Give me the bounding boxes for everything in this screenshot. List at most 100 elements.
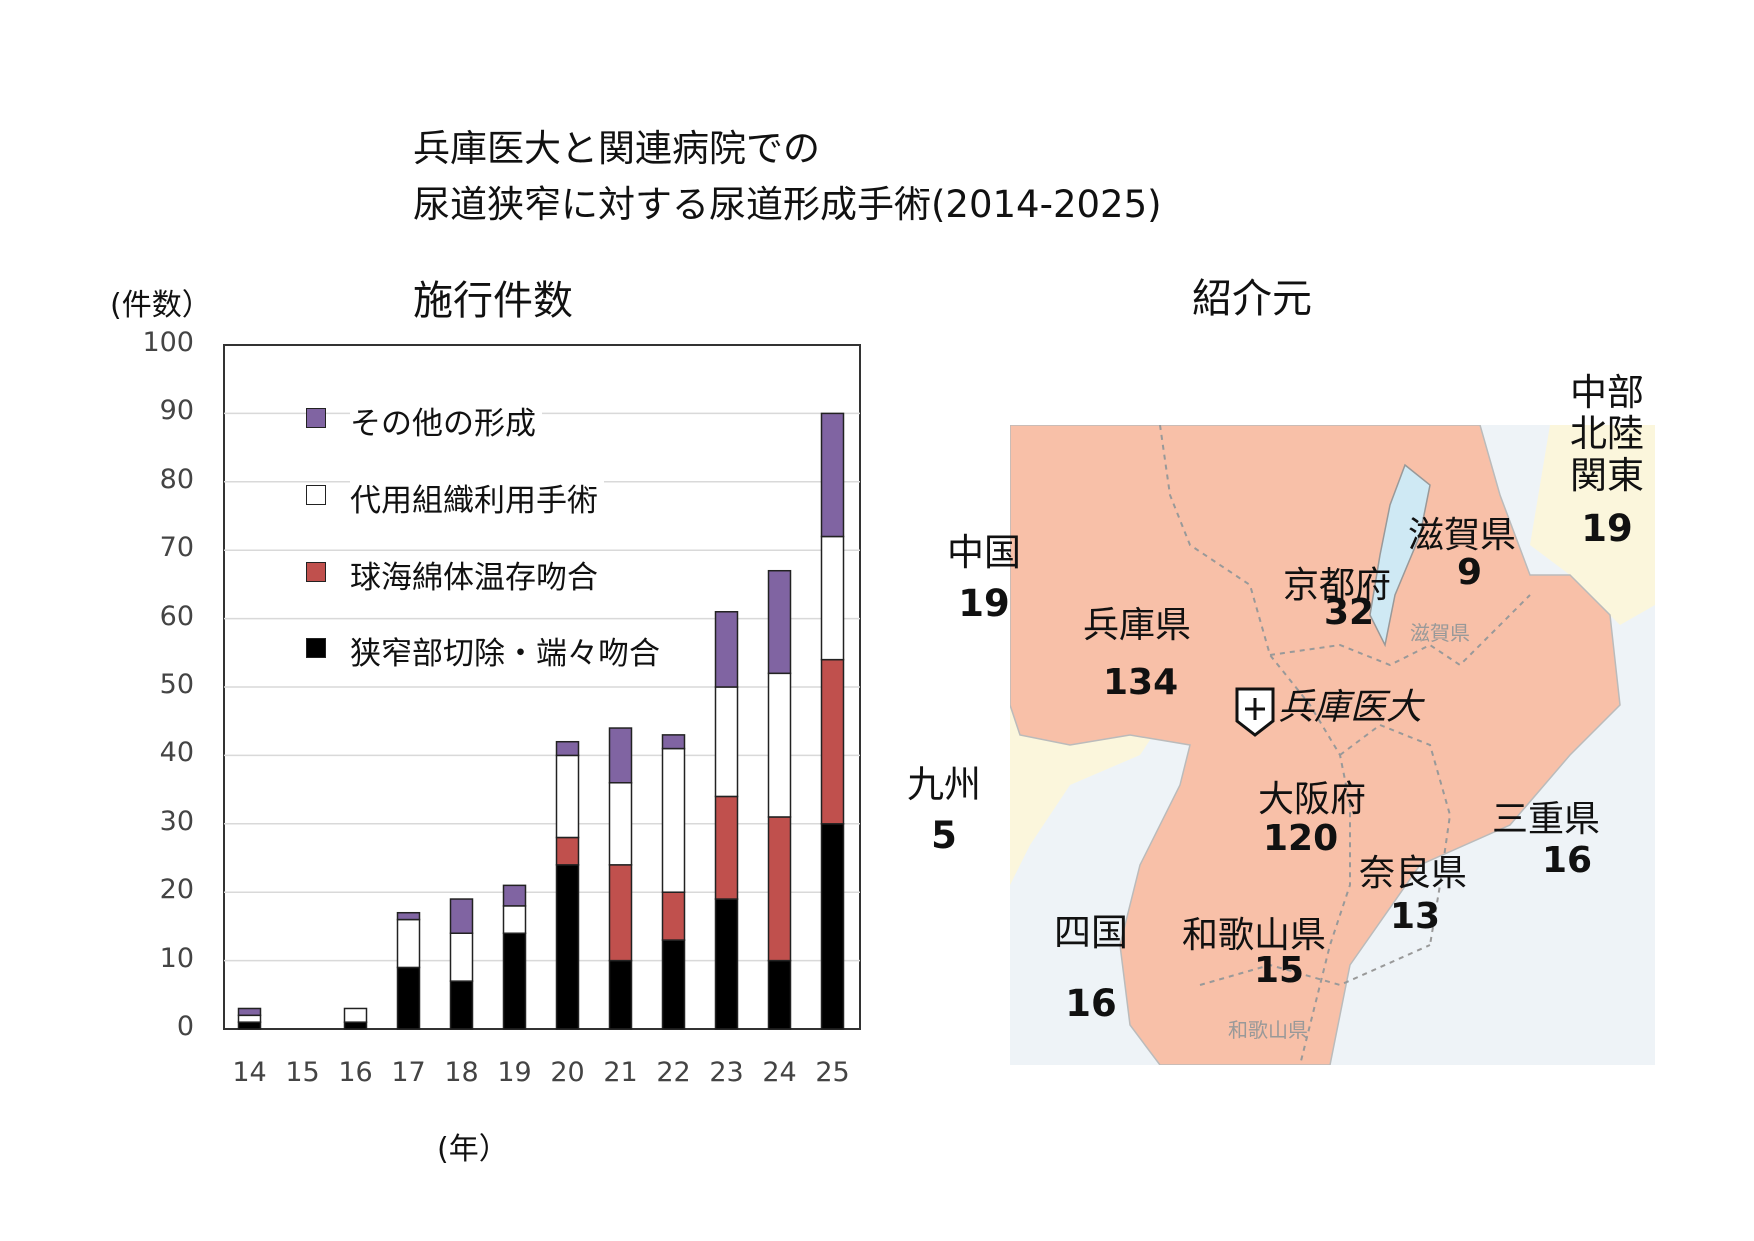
x-tick-label: 17 <box>391 1057 426 1088</box>
bar-segment-graft <box>820 535 845 661</box>
bar-segment-other <box>767 569 792 675</box>
bar-segment-other <box>820 412 845 538</box>
y-axis-label: (件数） <box>110 288 212 323</box>
bar-segment-excision <box>449 980 474 1030</box>
bar-segment-excision <box>714 898 739 1030</box>
x-tick-label: 22 <box>656 1057 691 1088</box>
chart-title: 施行件数 <box>413 278 573 324</box>
bar-segment-bulbar <box>820 658 845 825</box>
prefecture-osaka-count: 120 <box>1263 818 1339 859</box>
bar-segment-other <box>714 611 739 688</box>
bar-segment-graft <box>608 782 633 866</box>
map-faint-label-wakayama: 和歌山県 <box>1228 1018 1308 1042</box>
legend-label-graft: 代用組織利用手術 <box>350 475 604 520</box>
hospital-label: 兵庫医大 <box>1278 687 1423 728</box>
y-tick-label: 50 <box>159 669 194 700</box>
x-tick-label: 25 <box>815 1057 850 1088</box>
referral-title: 紹介元 <box>1192 276 1312 322</box>
map-kinki-region <box>1010 425 1621 1065</box>
bar-segment-graft <box>343 1007 368 1023</box>
prefecture-border-3 <box>1339 723 1452 946</box>
bar-segment-bulbar <box>661 891 686 941</box>
y-tick-label: 30 <box>159 805 194 837</box>
y-tick-label: 20 <box>159 874 194 906</box>
prefecture-hyogo: 兵庫県 <box>1083 605 1192 646</box>
region-kyushu: 九州 5 <box>902 764 986 857</box>
legend-swatch-graft <box>306 485 326 505</box>
region-shikoku: 四国 16 <box>1048 912 1134 1025</box>
prefecture-kyoto-count: 32 <box>1324 592 1375 633</box>
bar-segment-other <box>608 727 633 784</box>
bars <box>237 412 845 1030</box>
title-line-2: 尿道狭窄に対する尿道形成手術(2014-2025) <box>413 183 1162 226</box>
map-faint-label-shiga: 滋賀県 <box>1410 621 1470 645</box>
gridlines <box>224 412 860 962</box>
bar-segment-graft <box>714 686 739 798</box>
prefecture-shiga: 滋賀県 <box>1408 515 1517 556</box>
y-tick-label: 10 <box>159 942 194 974</box>
legend-label-other: その他の形成 <box>350 398 542 443</box>
bar-segment-bulbar <box>608 864 633 962</box>
prefecture-border-1 <box>1159 425 1351 1065</box>
bar-segment-excision <box>820 823 845 1030</box>
bar-segment-bulbar <box>555 836 580 866</box>
region-count: 16 <box>1065 982 1117 1026</box>
x-tick-label: 20 <box>550 1057 585 1088</box>
y-tick-label: 0 <box>176 1011 194 1042</box>
lake-biwa <box>1369 463 1431 648</box>
prefecture-border-4 <box>1199 944 1431 987</box>
x-tick-label: 23 <box>709 1057 744 1088</box>
region-chugoku: 中国 19 <box>936 532 1032 625</box>
region-count: 19 <box>958 582 1010 626</box>
legend-swatch-bulbar <box>306 562 326 582</box>
prefecture-shiga-count: 9 <box>1457 552 1483 593</box>
bar-segment-excision <box>343 1021 368 1030</box>
bar-segment-other <box>502 884 527 907</box>
region-name: 中部 北陸 関東 <box>1570 371 1644 497</box>
hospital-marker-icon <box>1235 687 1275 737</box>
bar-segment-excision <box>608 959 633 1030</box>
y-tick-label: 80 <box>159 463 194 495</box>
x-tick-label: 15 <box>285 1057 320 1088</box>
prefecture-hyogo-count: 134 <box>1103 662 1179 703</box>
bar-segment-other <box>449 898 474 934</box>
kinki-map: 滋賀県 和歌山県 <box>1010 425 1655 1065</box>
bar-segment-bulbar <box>767 816 792 962</box>
bar-segment-excision <box>396 966 421 1030</box>
bar-segment-excision <box>767 959 792 1030</box>
legend-label-bulbar: 球海綿体温存吻合 <box>350 552 604 597</box>
prefecture-nara: 奈良県 <box>1359 853 1468 894</box>
bar-segment-excision <box>555 864 580 1030</box>
y-tick-label: 100 <box>142 327 194 358</box>
bar-segment-graft <box>767 672 792 818</box>
legend-swatch-excision <box>306 638 326 658</box>
prefecture-nara-count: 13 <box>1390 896 1441 937</box>
region-count: 19 <box>1581 507 1633 551</box>
prefecture-kyoto: 京都府 <box>1283 565 1392 606</box>
bar-segment-graft <box>502 905 527 934</box>
legend-label-excision: 狭窄部切除・端々吻合 <box>350 628 666 673</box>
y-tick-label: 60 <box>159 600 194 632</box>
map-land-east <box>1530 425 1655 625</box>
prefecture-wakayama: 和歌山県 <box>1182 915 1327 956</box>
x-axis-label: (年） <box>437 1132 509 1167</box>
prefecture-osaka: 大阪府 <box>1258 779 1367 820</box>
bar-segment-graft <box>449 932 474 982</box>
bar-segment-other <box>555 740 580 757</box>
region-count: 5 <box>931 814 957 858</box>
legend-swatch-other <box>306 408 326 428</box>
prefecture-border-2 <box>1269 594 1531 667</box>
bar-segment-graft <box>555 754 580 839</box>
x-tick-label: 16 <box>338 1057 373 1088</box>
bar-segment-bulbar <box>714 795 739 900</box>
prefecture-wakayama-count: 15 <box>1254 950 1305 991</box>
y-tick-label: 70 <box>159 532 194 564</box>
bar-segment-excision <box>661 939 686 1030</box>
title-line-1: 兵庫医大と関連病院での <box>413 127 820 170</box>
region-name: 九州 <box>907 763 981 806</box>
bar-segment-other <box>396 911 421 921</box>
y-tick-label: 40 <box>159 737 194 769</box>
y-tick-label: 90 <box>159 395 194 427</box>
x-tick-label: 24 <box>762 1057 797 1088</box>
